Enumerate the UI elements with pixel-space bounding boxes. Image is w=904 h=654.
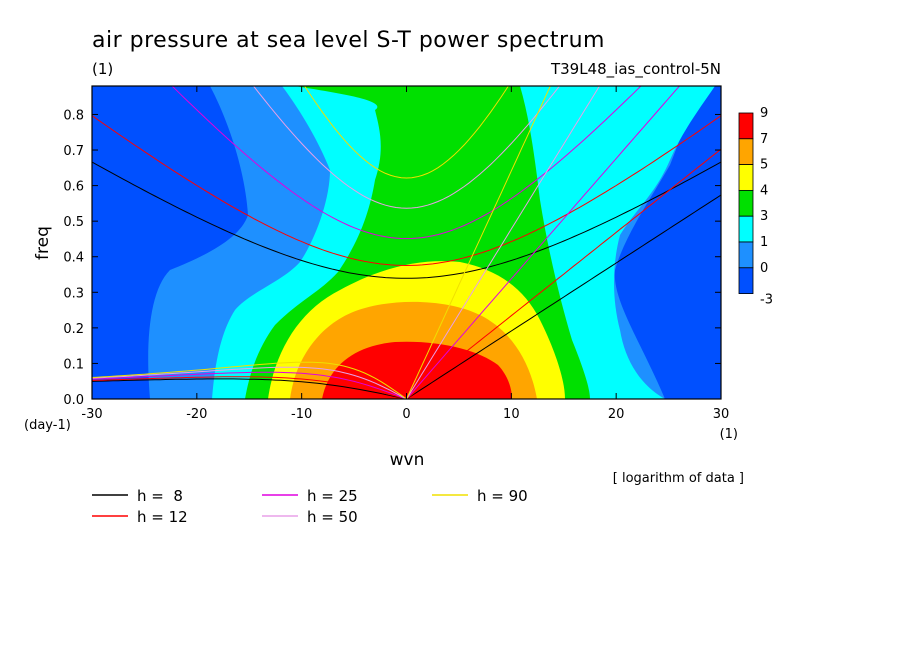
inertio-gravity-wave-curve [92,115,721,267]
data-note: [ logarithm of data ] [613,471,744,486]
x-axis-unit: (1) [720,427,738,442]
colorbar-swatch [738,241,754,269]
kelvin-wave-curve [406,86,551,399]
inertio-gravity-wave-curve [252,86,561,209]
legend-label: h = 12 [137,508,188,526]
y-tick-label: 0.0 [63,393,84,408]
legend: h = 8 h = 12 h = 25 h = 50 h = 90 [92,487,528,526]
colorbar-label: 7 [760,132,768,147]
chart-subtitle-left: (1) [92,60,113,78]
contour-level-neg3-left [92,86,248,399]
colorbar-label: 1 [760,235,768,250]
colorbar-label: -3 [760,293,773,308]
x-axis-ticks: -30 -20 -10 0 10 20 30 [81,86,729,422]
y-tick-label: 0.5 [63,215,84,230]
kelvin-wave-curve [406,86,601,399]
x-tick-label: 10 [503,407,520,422]
y-axis-label: freq [33,226,53,260]
colorbar-label: 5 [760,158,768,173]
colorbar-label: 0 [760,261,768,276]
colorbar-label: 9 [760,106,768,121]
colorbar-label: 3 [760,209,768,224]
colorbar-swatch [738,189,754,217]
x-tick-label: 0 [402,407,410,422]
y-axis-ticks: 0.0 0.1 0.2 0.3 0.4 0.5 0.6 0.7 0.8 [63,108,721,408]
inertio-gravity-wave-curve [304,86,509,179]
x-tick-label: -10 [291,407,312,422]
kelvin-wave-curve [406,86,681,399]
rossby-wave-curve [92,376,407,399]
rossby-wave-curve [92,366,407,399]
chart-title: air pressure at sea level S-T power spec… [92,28,605,53]
contour-field [92,86,721,399]
x-tick-label: -20 [186,407,207,422]
dispersion-curves [92,86,721,399]
y-tick-label: 0.7 [63,144,84,159]
x-axis-label: wvn [390,450,425,470]
y-tick-label: 0.6 [63,180,84,195]
y-tick-label: 0.2 [63,322,84,337]
x-tick-label: -30 [81,407,102,422]
y-tick-label: 0.4 [63,251,84,266]
y-tick-label: 0.8 [63,108,84,123]
colorbar-swatch [738,215,754,243]
y-tick-label: 0.1 [63,357,84,372]
inertio-gravity-wave-curve [92,161,721,279]
colorbar: 9 7 5 4 3 1 0 -3 [738,106,773,308]
y-axis-unit: (day-1) [24,418,71,433]
inertio-gravity-wave-curve [171,86,642,240]
colorbar-swatch [738,164,754,191]
x-tick-label: 30 [713,407,730,422]
colorbar-label: 4 [760,183,768,198]
legend-label: h = 50 [307,508,358,526]
rossby-wave-curve [92,361,407,399]
colorbar-swatch [738,138,754,166]
legend-label: h = 25 [307,487,358,505]
kelvin-wave-curve [406,194,721,399]
rossby-wave-curve [92,371,407,399]
contour-level-neg3-right [614,86,721,399]
legend-label: h = 8 [137,487,183,505]
colorbar-swatch [738,267,754,294]
kelvin-wave-curve [406,148,721,399]
chart-subtitle-right: T39L48_ias_control-5N [550,60,721,79]
colorbar-swatch [738,112,754,140]
contour-level-7 [322,341,512,399]
y-tick-label: 0.3 [63,286,84,301]
x-tick-label: 20 [608,407,625,422]
rossby-wave-curve [92,378,407,399]
legend-label: h = 90 [477,487,528,505]
